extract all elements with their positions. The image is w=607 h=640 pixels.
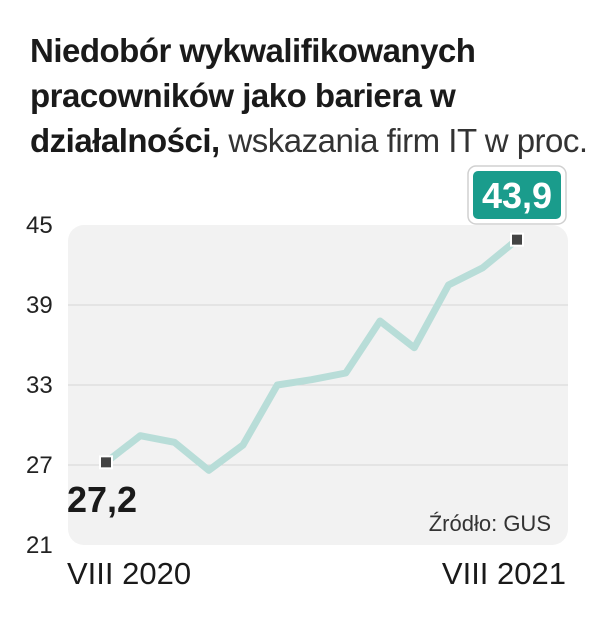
endpoint-marker [99, 455, 113, 470]
chart-title: Niedobór wykwalifikowanych pracowników j… [30, 28, 590, 163]
title-bold-text: Niedobór wykwalifikowanych pracowników j… [30, 32, 476, 159]
gridlines [68, 304, 568, 466]
y-tick-label: 33 [26, 372, 53, 399]
end-value-badge: 43,9 [467, 165, 567, 225]
end-value-label: 43,9 [482, 175, 552, 216]
data-points [99, 232, 524, 470]
y-tick-label: 39 [26, 292, 53, 319]
series-line [102, 236, 521, 474]
y-axis-ticks: 21 27 33 39 45 [26, 212, 53, 559]
y-tick-label: 21 [26, 532, 53, 559]
endpoint-marker [510, 232, 524, 247]
start-value-label: 27,2 [67, 479, 137, 520]
y-tick-label: 45 [26, 212, 53, 239]
x-tick-label-start: VIII 2020 [67, 556, 191, 591]
title-light-text: wskazania firm IT w proc. [219, 122, 588, 159]
source-label: Źródło: GUS [429, 511, 551, 536]
x-tick-label-end: VIII 2021 [442, 556, 566, 591]
y-tick-label: 27 [26, 452, 53, 479]
end-value-badge-fill [473, 171, 561, 219]
